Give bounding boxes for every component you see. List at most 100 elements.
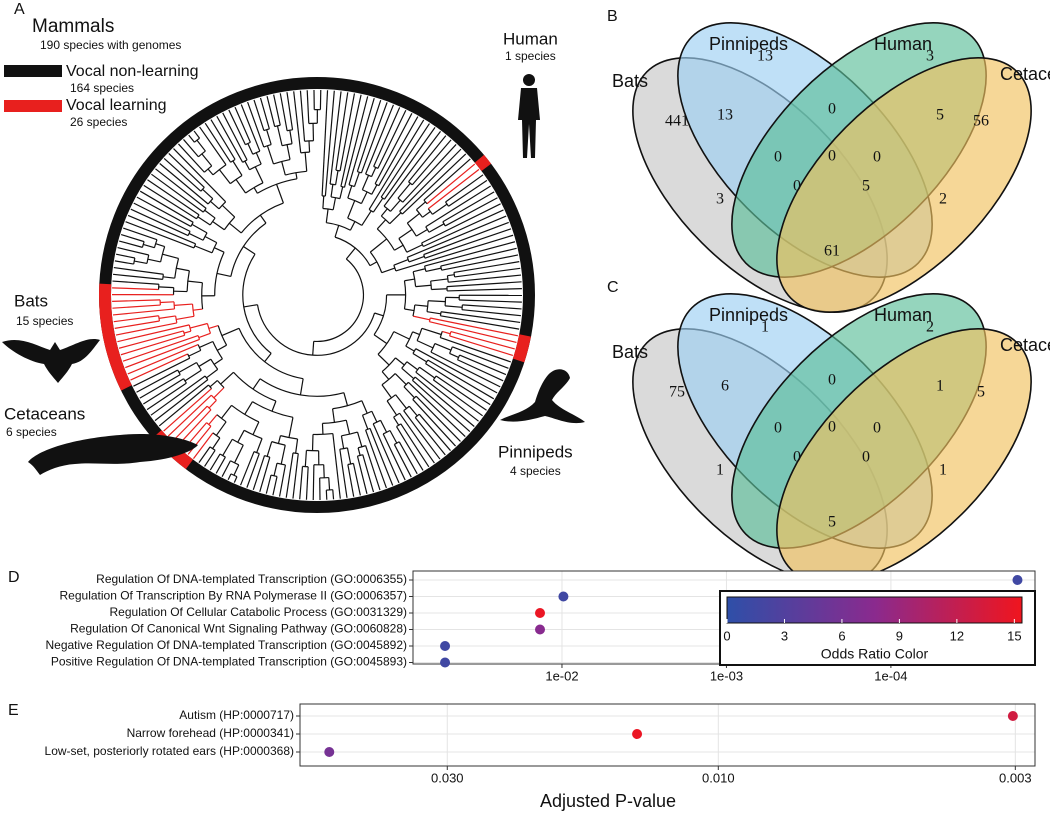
tree-arc <box>421 242 424 247</box>
tree-arc <box>183 378 187 384</box>
tree-arc <box>425 359 429 364</box>
tree-branch <box>403 410 441 460</box>
tree-branch <box>371 410 378 423</box>
tree-branch <box>244 401 253 415</box>
tree-branch <box>304 152 308 172</box>
tree-branch <box>357 447 361 456</box>
tree-branch <box>447 287 522 292</box>
tree-branch <box>237 430 245 443</box>
tree-branch <box>143 243 155 249</box>
venn-set-label: Bats <box>612 342 648 362</box>
tree-branch <box>114 260 134 265</box>
tree-branch <box>368 119 425 210</box>
tree-branch <box>424 241 516 267</box>
tree-branch <box>398 441 418 475</box>
tree-branch <box>361 210 372 226</box>
tree-branch <box>415 228 428 237</box>
tree-branch <box>427 359 495 400</box>
human-icon <box>518 88 540 158</box>
tree-branch <box>449 335 514 357</box>
venn-count: 3 <box>716 191 724 208</box>
clade-label: Human <box>503 29 558 48</box>
tree-arc <box>425 226 430 233</box>
tree-branch <box>343 392 349 406</box>
tree-branch <box>440 247 517 267</box>
panel-label: B <box>607 8 618 25</box>
tree-branch <box>259 97 270 130</box>
tree-arc <box>453 272 456 278</box>
tree-branch <box>332 489 335 500</box>
tree-arc <box>372 419 381 425</box>
tree-branch <box>252 455 266 491</box>
tree-arc <box>206 405 212 411</box>
tree-branch <box>462 304 522 310</box>
tree-branch <box>459 299 522 303</box>
tree-arc <box>174 258 180 279</box>
venn-set-label: Bats <box>612 71 648 91</box>
tree-arc <box>368 208 374 213</box>
dot <box>632 729 643 739</box>
tree-branch <box>221 204 236 218</box>
whale-icon <box>28 434 198 475</box>
venn-set-label: Human <box>874 305 932 325</box>
tree-branch <box>312 341 315 356</box>
tree-branch <box>308 140 311 153</box>
tree-branch <box>395 394 407 409</box>
tree-branch <box>228 222 242 234</box>
tree-branch <box>408 381 466 438</box>
tree-branch <box>411 139 452 186</box>
tree-branch <box>117 247 149 256</box>
tree-branch <box>373 107 401 167</box>
tree-branch <box>174 303 193 306</box>
tree-branch <box>208 414 218 425</box>
clade-label: Cetaceans <box>4 404 85 423</box>
tree-branch <box>322 195 325 209</box>
tree-branch <box>424 228 512 259</box>
tree-branch <box>176 267 190 272</box>
tree-branch <box>168 152 205 188</box>
venn-count: 3 <box>926 48 934 65</box>
venn-count: 0 <box>828 372 836 389</box>
tree-branch <box>222 438 233 456</box>
tree-branch <box>453 261 520 273</box>
venn-set-label: Cetaceans <box>1000 335 1050 355</box>
tree-branch <box>259 457 271 493</box>
tree-branch <box>188 232 204 241</box>
tree-branch <box>139 374 181 399</box>
tree-branch <box>146 382 187 411</box>
tree-branch <box>440 336 511 363</box>
tree-branch <box>428 223 445 233</box>
tree-branch <box>369 428 394 486</box>
tree-branch <box>377 353 390 366</box>
tree-branch <box>400 423 430 468</box>
tree-branch <box>408 135 447 183</box>
tree-branch <box>330 184 334 198</box>
tree-branch <box>183 139 199 158</box>
tree-branch <box>426 311 441 315</box>
y-tick-label: Low-set, posteriorly rotated ears (HP:00… <box>45 744 294 758</box>
y-tick-label: Positive Regulation Of DNA-templated Tra… <box>51 655 407 669</box>
tree-branch <box>256 438 263 453</box>
clade-count: 4 species <box>510 464 561 478</box>
tree-branch <box>115 253 135 259</box>
tree-arc <box>440 265 443 271</box>
venn-set <box>776 57 1032 313</box>
tree-branch <box>406 361 419 371</box>
tree-branch <box>401 153 467 215</box>
tree-branch <box>117 324 190 343</box>
tree-arc <box>242 159 248 163</box>
tree-branch <box>246 453 260 488</box>
tree-branch <box>204 235 218 244</box>
tree-branch <box>114 320 160 329</box>
tree-branch <box>461 309 522 317</box>
tree-branch <box>192 432 214 459</box>
tree-branch <box>399 412 435 464</box>
y-tick-label: Negative Regulation Of DNA-templated Tra… <box>45 638 407 652</box>
tree-arc <box>191 304 195 317</box>
tree-branch <box>299 90 306 142</box>
tree-arc <box>365 427 371 431</box>
tree-branch <box>442 191 495 223</box>
tree-branch <box>289 130 293 144</box>
tree-branch <box>376 219 387 230</box>
tree-branch <box>324 90 335 197</box>
